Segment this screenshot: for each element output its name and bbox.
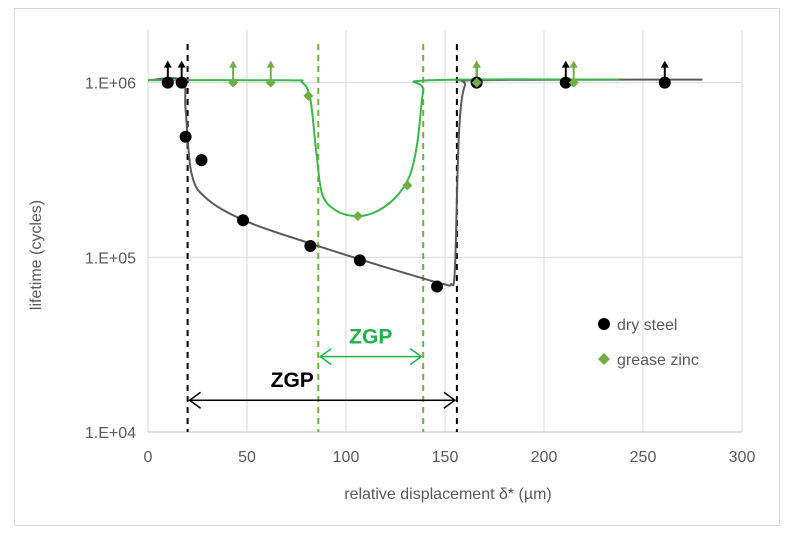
dry-steel-point — [304, 240, 317, 253]
grease-zinc-point — [303, 90, 314, 101]
legend-grease-zinc-label: grease zinc — [617, 352, 699, 369]
dry-steel-point — [559, 76, 572, 89]
dry-steel-point — [195, 154, 208, 167]
grease-zinc-point — [352, 211, 363, 222]
dry-steel-point — [161, 76, 174, 89]
y-axis-title: lifetime (cycles) — [28, 200, 45, 310]
zgp-dry-steel-arrow-right-head — [443, 391, 457, 409]
zgp-dry-steel-arrow-left-head — [188, 391, 202, 409]
x-tick-label: 200 — [531, 449, 558, 466]
grid — [147, 30, 743, 433]
dry-steel-point — [431, 280, 444, 293]
zone-boundary-lines — [186, 44, 458, 432]
grease-zinc-point — [402, 180, 413, 191]
grease-zinc-point — [568, 77, 579, 88]
chart-frame — [14, 8, 780, 526]
x-tick-label: 100 — [333, 449, 360, 466]
x-tick-label: 150 — [432, 449, 459, 466]
legend-dry-steel-label: dry steel — [617, 317, 677, 334]
x-tick-label: 250 — [630, 449, 657, 466]
dry-steel-runout-arrow-head — [561, 60, 570, 68]
legend: dry steel grease zinc — [598, 317, 699, 369]
dry-steel-point — [353, 254, 366, 267]
x-tick-label: 0 — [144, 449, 153, 466]
grease-zinc-runout-arrow-head — [266, 60, 275, 68]
y-tick-label: 1.E+06 — [85, 76, 136, 93]
zgp-dry-steel-label: ZGP — [271, 369, 314, 392]
dry-steel-fit-curve — [147, 77, 703, 287]
x-tick-label: 300 — [729, 449, 756, 466]
dry-steel-point — [237, 214, 250, 227]
y-tick-label: 1.E+05 — [85, 250, 136, 267]
dry-steel-runout-arrow-head — [177, 60, 186, 68]
fit-curves — [147, 77, 703, 287]
dry-steel-point — [175, 76, 188, 89]
grease-zinc-runout-arrow-head — [569, 60, 578, 68]
grease-zinc-point — [228, 77, 239, 88]
grease-zinc-point — [471, 77, 482, 88]
x-tick-label: 50 — [238, 449, 256, 466]
zgp-grease-zinc-arrow-right-head — [409, 348, 423, 366]
grease-zinc-runout-arrow-head — [472, 60, 481, 68]
legend-grease-zinc-marker — [598, 353, 610, 365]
legend-dry-steel-marker — [598, 318, 610, 330]
data-points — [161, 76, 671, 293]
dry-steel-runout-arrow-head — [163, 60, 172, 68]
grease-zinc-point — [265, 77, 276, 88]
y-tick-label: 1.E+04 — [85, 425, 136, 442]
grease-zinc-fit-curve — [147, 78, 620, 218]
x-axis-title: relative displacement δ* (µm) — [344, 486, 552, 503]
zgp-grease-zinc-label: ZGP — [349, 326, 392, 349]
grease-zinc-runout-arrow-head — [229, 60, 238, 68]
dry-steel-point — [179, 130, 192, 143]
axis-ticks: 0 50 100 150 200 250 300 1.E+04 1.E+05 1.E+06 — [85, 76, 756, 466]
dry-steel-runout-arrow-head — [660, 60, 669, 68]
zgp-annotations: ZGP ZGP — [188, 326, 457, 409]
dry-steel-point — [658, 76, 671, 89]
zgp-grease-zinc-arrow-left-head — [319, 348, 332, 366]
